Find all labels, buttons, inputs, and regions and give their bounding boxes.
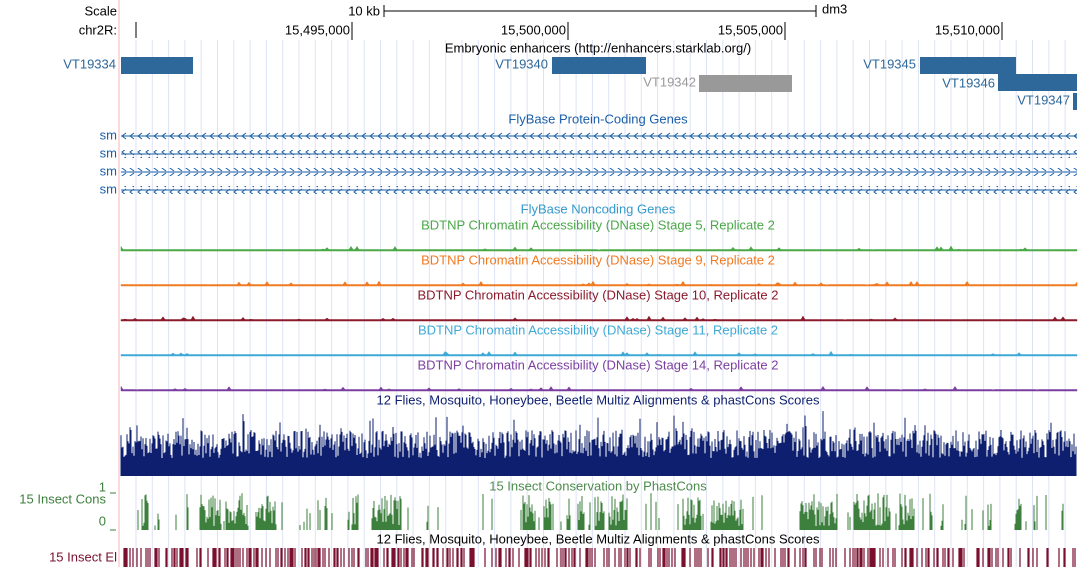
multiz-signal [120, 411, 1077, 476]
track-title: BDTNP Chromatin Accessibility (DNase) St… [418, 322, 778, 337]
track-title: FlyBase Protein-Coding Genes [508, 111, 688, 126]
gene-arrows [121, 186, 1077, 194]
gene-arrows [121, 132, 1077, 140]
enhancer-item [699, 75, 792, 92]
scale-label: Scale [84, 3, 117, 18]
gene-arrows [121, 150, 1077, 158]
enhancer-label: VT19345 [863, 56, 916, 71]
phastcons-signal [137, 493, 1064, 530]
ruler-label: 15,505,000 [718, 22, 783, 37]
track-title: BDTNP Chromatin Accessibility (DNase) St… [417, 287, 778, 302]
enhancer-label: VT19346 [942, 75, 995, 90]
assembly: dm3 [822, 1, 847, 16]
track-title: BDTNP Chromatin Accessibility (DNase) St… [417, 357, 778, 372]
enhancer-item [1073, 93, 1077, 110]
gene-label: sm [100, 181, 117, 196]
dnase-signal [120, 315, 1078, 322]
axis-label: 1 [99, 479, 106, 494]
enhancer-item [998, 74, 1077, 91]
track-title: BDTNP Chromatin Accessibility (DNase) St… [421, 217, 775, 232]
dnase-signal [120, 385, 1078, 392]
enhancer-label: VT19340 [495, 56, 548, 71]
grid [135, 40, 1066, 567]
track-title: 15 Insect Conservation by PhastCons [489, 478, 707, 493]
enhancer-label: VT19347 [1017, 92, 1070, 107]
track-title: BDTNP Chromatin Accessibility (DNase) St… [421, 252, 775, 267]
gene-arrows [121, 168, 1077, 176]
scale-bar-label: 10 kb [348, 3, 380, 18]
track-title: FlyBase Noncoding Genes [521, 201, 676, 216]
gene-label: sm [100, 145, 117, 160]
dnase-signal [120, 280, 1078, 287]
dnase-signal [120, 245, 1078, 252]
axis-label: 0 [99, 513, 106, 528]
track-title: 12 Flies, Mosquito, Honeybee, Beetle Mul… [377, 531, 820, 546]
conserved-elements [123, 548, 1076, 567]
enhancer-item [121, 57, 193, 74]
gene-label: sm [100, 127, 117, 142]
enhancer-item [552, 57, 646, 74]
ruler-label: 15,495,000 [285, 22, 350, 37]
side-label: 15 Insect El [49, 549, 117, 564]
dnase-signal [120, 350, 1078, 357]
side-label: 15 Insect Cons [19, 491, 106, 506]
track-title: 12 Flies, Mosquito, Honeybee, Beetle Mul… [377, 392, 820, 407]
track-title: Embryonic enhancers (http://enhancers.st… [445, 40, 751, 55]
ruler-label: 15,510,000 [935, 22, 1000, 37]
chrom-label: chr2R: [79, 22, 117, 37]
enhancer-label: VT19342 [643, 74, 696, 89]
ruler-label: 15,500,000 [501, 22, 566, 37]
enhancer-label: VT19334 [63, 56, 116, 71]
enhancer-item [920, 57, 1016, 74]
gene-label: sm [100, 163, 117, 178]
